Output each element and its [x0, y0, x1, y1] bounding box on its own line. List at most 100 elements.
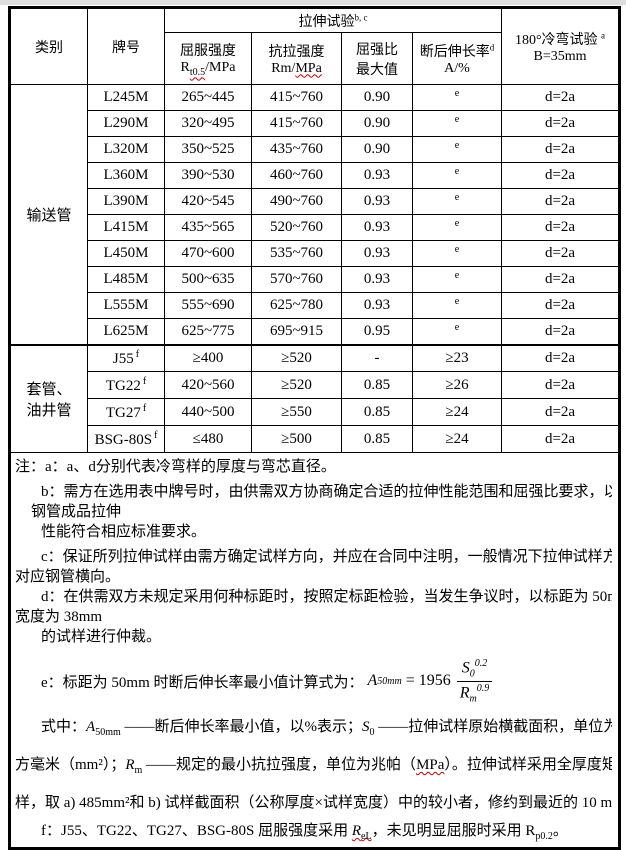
yield-range-cell: 435~565 — [164, 214, 252, 241]
rel-symbol: ReL — [351, 823, 372, 842]
header-tensile-test-group: 拉伸试验b, c — [164, 7, 502, 33]
grade-cell: BSG-80S f — [87, 425, 165, 453]
formula-explanation-line1: 式中：A50mm ——断后伸长率最小值，以%表示；S0 ——拉伸试样原始横截面积… — [41, 719, 612, 738]
yield-ratio-cell: 0.85 — [341, 425, 413, 453]
tensile-range-cell: ≥520 — [251, 371, 342, 399]
yield-unit: /MPa — [205, 59, 236, 75]
grade-cell: L390M — [87, 188, 165, 215]
tensile-range-cell: 570~760 — [251, 266, 342, 293]
yield-range-cell: ≥400 — [164, 343, 252, 372]
category-transport-pipe: 输送管 — [9, 84, 88, 345]
yield-ratio-cell: 0.93 — [341, 188, 413, 215]
bend-note-ref: a — [601, 29, 606, 40]
yield-ratio-cell: 0.85 — [341, 371, 413, 399]
yield-range-cell: ≤480 — [164, 425, 252, 453]
yield-ratio-cell: 0.93 — [341, 162, 413, 189]
bend-test-param: B=35mm — [533, 48, 587, 64]
tensile-range-cell: 415~760 — [251, 110, 342, 137]
yield-ratio-cell: 0.95 — [341, 318, 413, 345]
header-tensile-strength: 抗拉强度 Rm/MPa — [251, 32, 342, 85]
bend-cell: d=2a — [501, 84, 620, 111]
yield-range-cell: 555~690 — [164, 292, 252, 319]
formula-numerator: S00.2 — [456, 658, 493, 682]
header-grade: 牌号 — [87, 7, 165, 85]
tensile-unit: MPa — [295, 60, 322, 76]
elongation-cell: ≥24 — [412, 398, 502, 426]
grade-cell: L415M — [87, 214, 165, 241]
note-a: 注：a：a、d分别代表冷弯样的厚度与弯芯直径。 — [15, 459, 336, 475]
tensile-range-cell: 625~780 — [251, 292, 342, 319]
tensile-range-cell: ≥550 — [251, 398, 342, 426]
bend-cell: d=2a — [501, 240, 620, 267]
yield-ratio-cell: 0.93 — [341, 292, 413, 319]
tensile-symbol: Rm/ — [271, 60, 296, 76]
elongation-note-ref: d — [489, 41, 495, 52]
tensile-range-cell: 415~760 — [251, 84, 342, 111]
note-c-line2: 对应钢管横向。 — [15, 569, 121, 585]
header-yield-strength: 屈服强度 Rt0.5/MPa — [164, 32, 252, 85]
formula-explanation-line2: 方毫米（mm²）；Rm ——规定的最小抗拉强度，单位为兆帕（MPa）。拉伸试样采… — [15, 757, 612, 776]
table-row: L555M 555~690 625~780 0.93 e d=2a — [10, 292, 620, 319]
notes-block: 注：a：a、d分别代表冷弯样的厚度与弯芯直径。 b：需方在选用表中牌号时，由供需… — [9, 452, 620, 849]
bend-cell: d=2a — [501, 425, 620, 453]
elongation-note-value: e — [454, 321, 460, 333]
note-d-line3: 的试样进行仲裁。 — [41, 629, 162, 645]
spec-table: 类别 牌号 拉伸试验b, c 180°冷弯试验 a B=35mm 屈服强度 Rt… — [8, 6, 621, 850]
bend-test-label: 180°冷弯试验 — [514, 32, 598, 48]
formula-fraction: S00.2 Rm0.9 — [455, 658, 495, 704]
table-row: L485M 500~635 570~760 0.93 e d=2a — [10, 266, 620, 293]
grade-note-ref: f — [142, 402, 147, 414]
bend-cell: d=2a — [501, 318, 620, 345]
yield-range-cell: 625~775 — [164, 318, 252, 345]
bend-cell: d=2a — [501, 110, 620, 137]
bend-cell: d=2a — [501, 292, 620, 319]
grade-cell: L555M — [87, 292, 165, 319]
note-f: f：J55、TG22、TG27、BSG-80S 屈服强度采用 ReL，未见明显屈… — [41, 823, 568, 842]
grade-note-ref: f — [135, 348, 140, 360]
table-row: L320M 350~525 435~760 0.90 e d=2a — [10, 136, 620, 163]
table-row: L450M 470~600 535~760 0.93 e d=2a — [10, 240, 620, 267]
tensile-strength-label: 抗拉强度 — [268, 44, 325, 60]
notes-row: 注：a：a、d分别代表冷弯样的厚度与弯芯直径。 b：需方在选用表中牌号时，由供需… — [9, 452, 620, 849]
elongation-unit: A/% — [444, 60, 470, 76]
grade-cell: TG27 f — [87, 398, 165, 426]
note-b-line3: 性能符合相应标准要求。 — [41, 524, 207, 540]
bend-cell: d=2a — [501, 162, 620, 189]
note-e-label: e：标距为 50mm 时断后伸长率最小值计算式为： — [41, 674, 364, 691]
elongation-note-value: e — [454, 296, 460, 307]
yield-ratio-cell: 0.93 — [341, 240, 413, 267]
elongation-cell: e — [412, 318, 502, 345]
yield-range-cell: 265~445 — [164, 84, 252, 111]
bend-cell: d=2a — [501, 266, 620, 293]
tensile-group-note-ref: b, c — [354, 11, 368, 22]
table-row: L290M 320~495 415~760 0.90 e d=2a — [10, 110, 620, 137]
table-row: TG27 f 440~500 ≥550 0.85 ≥24 d=2a — [10, 398, 620, 426]
elongation-note-value: e — [454, 192, 460, 203]
yield-range-cell: 420~545 — [164, 188, 252, 215]
table-row: L390M 420~545 490~760 0.93 e d=2a — [10, 188, 620, 215]
elongation-cell: e — [412, 292, 502, 319]
tensile-range-cell: ≥500 — [251, 425, 342, 453]
elongation-cell: e — [412, 84, 502, 111]
elongation-cell: e — [412, 136, 502, 163]
grade-note-ref: f — [154, 429, 158, 441]
yield-ratio-cell: 0.93 — [341, 266, 413, 293]
bend-cell: d=2a — [501, 343, 620, 372]
yield-range-cell: 420~560 — [164, 371, 252, 399]
yield-symbol-sub: t0.5 — [189, 66, 206, 78]
elongation-cell: e — [412, 214, 502, 241]
window-edge-strip — [0, 0, 626, 5]
grade-cell: L320M — [87, 136, 165, 163]
header-bend-test: 180°冷弯试验 a B=35mm — [501, 7, 620, 85]
grade-cell: TG22 f — [87, 371, 165, 399]
grade-cell: L485M — [87, 266, 165, 293]
grade-cell: J55 f — [87, 343, 165, 372]
tensile-range-cell: 695~915 — [251, 318, 342, 345]
yield-range-cell: 390~530 — [164, 162, 252, 189]
elongation-cell: e — [412, 240, 502, 267]
grade-cell: L245M — [87, 84, 165, 111]
tensile-range-cell: 435~760 — [251, 136, 342, 163]
category-casing-tubing: 套管、 油井管 — [9, 343, 88, 453]
tensile-group-label: 拉伸试验 — [298, 14, 355, 30]
table-row: BSG-80S f ≤480 ≥500 0.85 ≥24 d=2a — [10, 425, 620, 453]
